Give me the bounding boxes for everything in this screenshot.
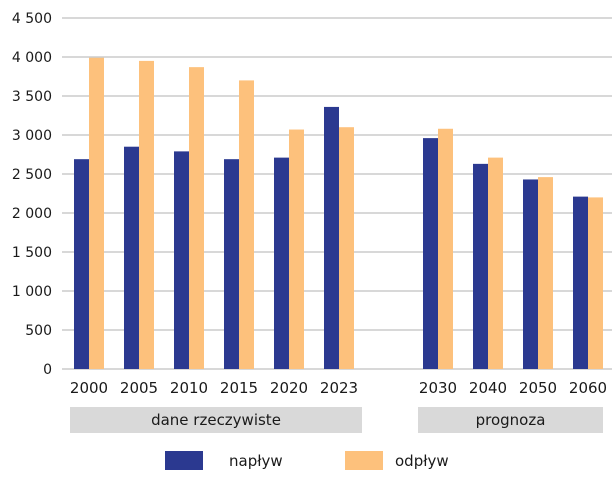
x-tick-label: 2010 (170, 379, 208, 397)
bar-odplyw (289, 129, 304, 369)
bars (74, 57, 603, 370)
bar-naplyw (523, 179, 538, 369)
bar-odplyw (339, 127, 354, 369)
bar-naplyw (74, 159, 89, 369)
bar-odplyw (488, 157, 503, 369)
y-tick-label: 4 500 (12, 11, 52, 27)
bar-naplyw (473, 163, 488, 369)
legend-swatch (165, 451, 203, 470)
group-band-label: prognoza (476, 411, 546, 429)
group-bands: dane rzeczywiste prognoza (70, 407, 603, 433)
bar-naplyw (274, 157, 289, 369)
x-tick-label: 2005 (120, 379, 158, 397)
y-tick-label: 3 000 (12, 128, 52, 144)
x-tick-label: 2015 (220, 379, 258, 397)
group-band-label: dane rzeczywiste (151, 411, 281, 429)
y-tick-label: 3 500 (12, 89, 52, 105)
legend: napływ odpływ (165, 451, 449, 470)
x-tick-label: 2020 (270, 379, 308, 397)
bar-odplyw (89, 57, 104, 369)
x-tick-label: 2023 (320, 379, 358, 397)
group-band (418, 407, 603, 433)
bar-odplyw (588, 197, 603, 369)
bar-naplyw (324, 106, 339, 370)
legend-label: napływ (229, 452, 283, 470)
x-tick-label: 2040 (469, 379, 507, 397)
y-tick-label: 500 (25, 323, 52, 339)
y-tick-label: 1 000 (12, 284, 52, 300)
bar-naplyw (124, 146, 139, 369)
x-axis-ticks: 2000 2005 2010 2015 2020 2023 2030 2040 2050 2060 (70, 379, 607, 397)
bar-naplyw (423, 138, 438, 369)
bar-odplyw (438, 128, 453, 369)
bar-odplyw (139, 60, 154, 370)
bar-odplyw (189, 67, 204, 369)
y-tick-label: 2 500 (12, 167, 52, 183)
y-axis-ticks: 0 500 1 000 1 500 2 000 2 500 3 000 3 500 4 000 4… (12, 11, 52, 378)
x-tick-label: 2000 (70, 379, 108, 397)
y-tick-label: 1 500 (12, 245, 52, 261)
bar-naplyw (174, 151, 189, 369)
legend-swatch (345, 451, 383, 470)
bar-naplyw (573, 196, 588, 369)
x-tick-label: 2050 (519, 379, 557, 397)
bar-naplyw (224, 159, 239, 369)
bar-odplyw (538, 177, 553, 369)
y-tick-label: 4 000 (12, 50, 52, 66)
legend-label: odpływ (395, 452, 449, 470)
group-band (70, 407, 362, 433)
x-tick-label: 2030 (419, 379, 457, 397)
y-tick-label: 0 (43, 362, 52, 378)
bar-odplyw (239, 80, 254, 370)
y-tick-label: 2 000 (12, 206, 52, 222)
x-tick-label: 2060 (569, 379, 607, 397)
